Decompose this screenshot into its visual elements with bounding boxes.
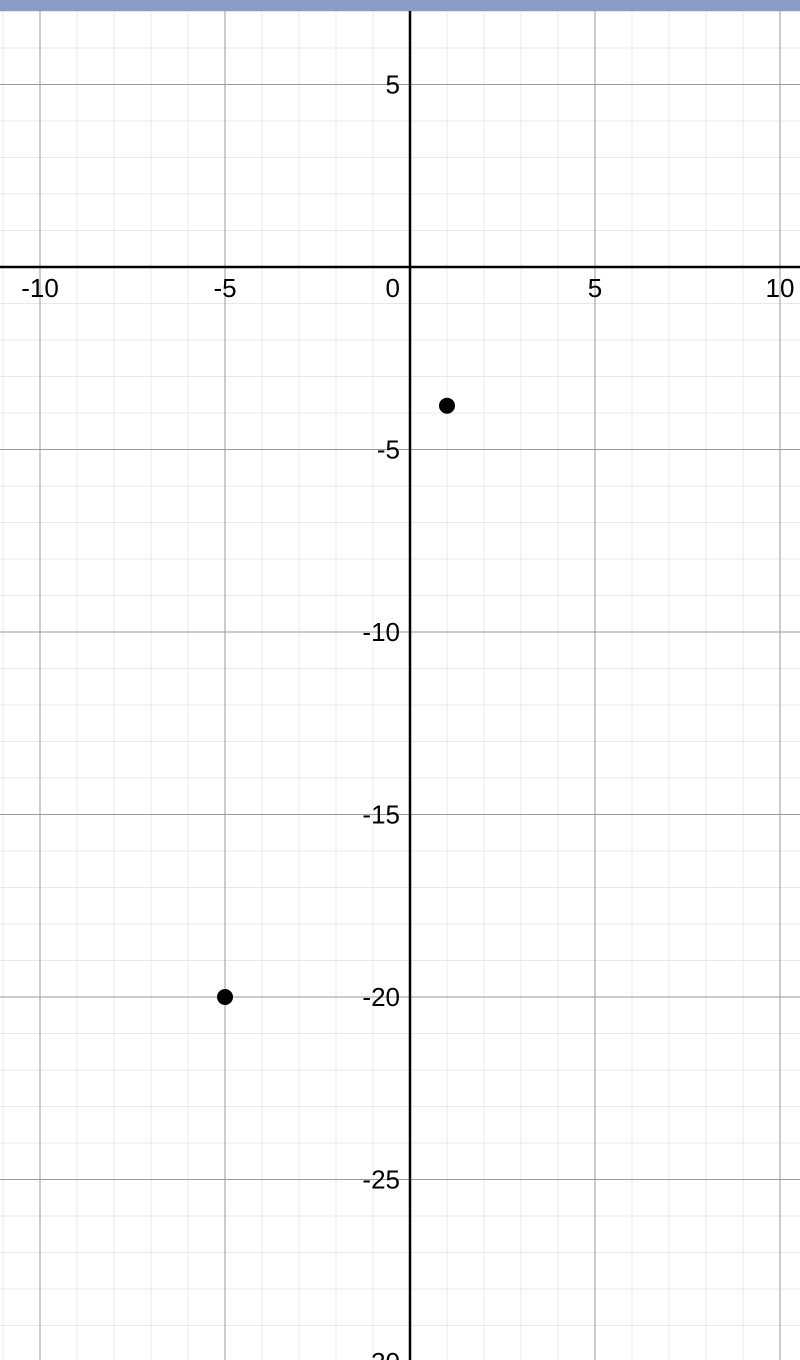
- x-axis-label: -5: [213, 273, 236, 303]
- y-axis-label: -30: [362, 1347, 400, 1360]
- y-axis-label: -25: [362, 1165, 400, 1195]
- chart-svg: -10 -5 0 5 10 5 -5 -10 -15 -20 -25 -30: [0, 0, 800, 1360]
- coordinate-plane[interactable]: -10 -5 0 5 10 5 -5 -10 -15 -20 -25 -30: [0, 0, 800, 1360]
- y-axis-label: -10: [362, 617, 400, 647]
- y-axis-label: -20: [362, 982, 400, 1012]
- y-axis-label: 5: [386, 70, 400, 100]
- data-point-1[interactable]: [217, 989, 233, 1005]
- data-point-0[interactable]: [439, 398, 455, 414]
- x-axis-label: 10: [766, 273, 795, 303]
- x-axis-label: 5: [588, 273, 602, 303]
- x-axis-label: -10: [21, 273, 59, 303]
- y-axis-label: -5: [377, 435, 400, 465]
- y-axis-label: -15: [362, 800, 400, 830]
- x-axis-label: 0: [386, 273, 400, 303]
